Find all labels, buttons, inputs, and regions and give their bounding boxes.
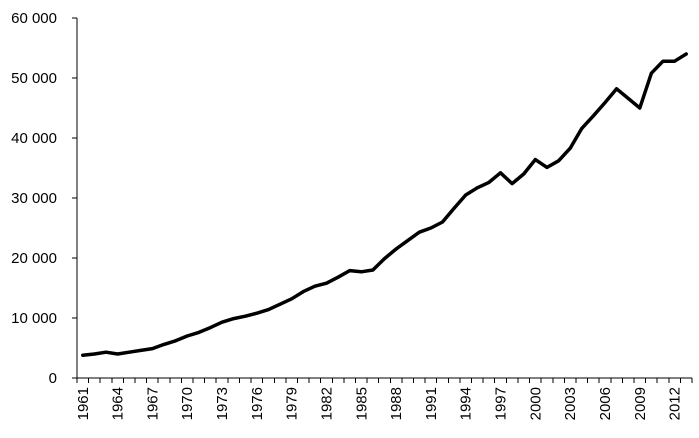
data-point bbox=[92, 352, 96, 356]
data-point bbox=[116, 352, 120, 356]
x-tick-label: 1994 bbox=[458, 387, 475, 420]
data-point bbox=[406, 239, 410, 243]
data-point bbox=[162, 342, 166, 346]
data-point bbox=[417, 230, 421, 234]
data-point bbox=[81, 353, 85, 357]
data-point bbox=[649, 71, 653, 75]
data-point bbox=[197, 330, 201, 334]
data-point bbox=[208, 326, 212, 330]
x-tick-label: 2006 bbox=[597, 387, 614, 420]
data-point bbox=[441, 220, 444, 224]
data-point bbox=[568, 146, 572, 150]
x-tick-label: 1964 bbox=[110, 387, 127, 420]
data-point bbox=[150, 347, 154, 351]
data-point bbox=[371, 268, 375, 272]
data-point bbox=[290, 297, 294, 301]
x-tick-label: 1973 bbox=[214, 387, 231, 420]
data-point bbox=[603, 101, 607, 105]
x-tick-label: 1967 bbox=[144, 387, 161, 420]
data-point bbox=[487, 180, 491, 184]
y-tick-label: 60 000 bbox=[11, 10, 57, 27]
data-point bbox=[557, 159, 561, 163]
data-point bbox=[580, 126, 584, 130]
data-point bbox=[475, 186, 479, 190]
data-point bbox=[104, 350, 108, 354]
x-tick-label: 1970 bbox=[179, 387, 196, 420]
y-axis: 0 10 000 20 000 30 000 40 000 50 000 60 000 bbox=[11, 10, 78, 387]
data-point bbox=[545, 165, 549, 169]
x-tick-label: 1982 bbox=[318, 387, 335, 420]
x-axis: 1961 1964 1967 1970 1973 1976 1979 1982 1985 1988… bbox=[75, 377, 693, 420]
data-point bbox=[591, 114, 595, 118]
data-point bbox=[522, 172, 526, 176]
data-point bbox=[626, 96, 630, 100]
data-point bbox=[348, 269, 352, 273]
data-point bbox=[510, 182, 514, 186]
data-point bbox=[673, 59, 677, 63]
data-point bbox=[533, 158, 537, 162]
data-point bbox=[255, 311, 259, 315]
data-point bbox=[139, 348, 143, 352]
x-tick-label: 2000 bbox=[527, 387, 544, 420]
series-line bbox=[81, 52, 688, 357]
data-point bbox=[220, 320, 224, 324]
data-point bbox=[661, 59, 665, 63]
data-point bbox=[383, 257, 386, 261]
data-point bbox=[232, 317, 236, 321]
data-point bbox=[394, 247, 398, 251]
data-point bbox=[301, 290, 305, 294]
data-point bbox=[185, 334, 189, 338]
data-point bbox=[313, 284, 317, 288]
data-point bbox=[325, 281, 328, 285]
data-point bbox=[452, 206, 456, 210]
x-tick-label: 1985 bbox=[353, 387, 370, 420]
x-tick-label: 1979 bbox=[284, 387, 301, 420]
x-tick-label: 1961 bbox=[75, 387, 92, 420]
y-tick-label: 10 000 bbox=[11, 310, 57, 327]
data-point bbox=[464, 193, 468, 197]
y-tick-label: 20 000 bbox=[11, 250, 57, 267]
y-tick-label: 0 bbox=[49, 370, 57, 387]
y-tick-label: 40 000 bbox=[11, 130, 57, 147]
x-tick-label: 1991 bbox=[423, 387, 440, 420]
data-point bbox=[638, 106, 642, 110]
x-tick-label: 1976 bbox=[249, 387, 266, 420]
data-point bbox=[243, 314, 247, 318]
x-tick-label: 2012 bbox=[667, 387, 684, 420]
y-tick-label: 30 000 bbox=[11, 190, 57, 207]
plot-area bbox=[81, 52, 688, 357]
data-point bbox=[127, 350, 131, 354]
data-point bbox=[267, 308, 270, 312]
data-point bbox=[174, 339, 178, 343]
data-point bbox=[684, 52, 688, 56]
x-tick-label: 2003 bbox=[562, 387, 579, 420]
data-point bbox=[429, 226, 433, 230]
data-point bbox=[278, 302, 282, 306]
x-tick-label: 2009 bbox=[632, 387, 649, 420]
data-point bbox=[359, 270, 363, 274]
x-tick-label: 1997 bbox=[493, 387, 510, 420]
data-point bbox=[615, 87, 619, 91]
data-point bbox=[499, 171, 502, 175]
x-tick-label: 1988 bbox=[388, 387, 405, 420]
data-point bbox=[336, 275, 340, 279]
y-tick-label: 50 000 bbox=[11, 70, 57, 87]
